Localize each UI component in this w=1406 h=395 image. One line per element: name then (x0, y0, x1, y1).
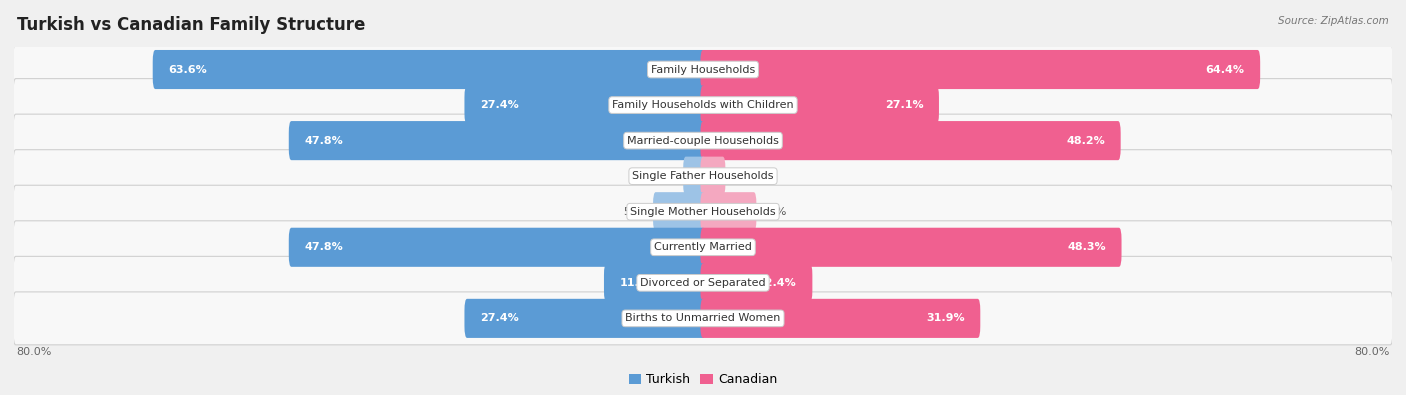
FancyBboxPatch shape (683, 156, 706, 196)
FancyBboxPatch shape (13, 43, 1393, 96)
FancyBboxPatch shape (13, 150, 1393, 203)
FancyBboxPatch shape (700, 192, 756, 231)
Text: 12.4%: 12.4% (758, 278, 797, 288)
Text: Currently Married: Currently Married (654, 242, 752, 252)
Text: Family Households: Family Households (651, 64, 755, 75)
FancyBboxPatch shape (13, 292, 1393, 345)
Text: 2.3%: 2.3% (727, 171, 755, 181)
Text: 64.4%: 64.4% (1206, 64, 1244, 75)
FancyBboxPatch shape (288, 228, 706, 267)
FancyBboxPatch shape (605, 263, 706, 303)
Text: 11.2%: 11.2% (620, 278, 658, 288)
Text: 48.3%: 48.3% (1067, 242, 1107, 252)
FancyBboxPatch shape (700, 121, 1121, 160)
Text: Single Father Households: Single Father Households (633, 171, 773, 181)
Text: 27.4%: 27.4% (479, 313, 519, 324)
FancyBboxPatch shape (13, 221, 1393, 274)
Text: Divorced or Separated: Divorced or Separated (640, 278, 766, 288)
Text: 5.5%: 5.5% (623, 207, 651, 217)
Text: 80.0%: 80.0% (17, 346, 52, 357)
Text: 5.9%: 5.9% (758, 207, 786, 217)
Text: 2.0%: 2.0% (654, 171, 682, 181)
Text: Births to Unmarried Women: Births to Unmarried Women (626, 313, 780, 324)
Text: Family Households with Children: Family Households with Children (612, 100, 794, 110)
Text: Single Mother Households: Single Mother Households (630, 207, 776, 217)
FancyBboxPatch shape (13, 256, 1393, 309)
FancyBboxPatch shape (652, 192, 706, 231)
Text: 47.8%: 47.8% (304, 242, 343, 252)
Text: 27.4%: 27.4% (479, 100, 519, 110)
FancyBboxPatch shape (464, 299, 706, 338)
Text: 48.2%: 48.2% (1066, 135, 1105, 146)
FancyBboxPatch shape (700, 263, 813, 303)
Text: Turkish vs Canadian Family Structure: Turkish vs Canadian Family Structure (17, 16, 366, 34)
Text: 47.8%: 47.8% (304, 135, 343, 146)
FancyBboxPatch shape (464, 85, 706, 124)
Text: 80.0%: 80.0% (1354, 346, 1389, 357)
FancyBboxPatch shape (700, 156, 725, 196)
FancyBboxPatch shape (700, 85, 939, 124)
FancyBboxPatch shape (288, 121, 706, 160)
Text: 31.9%: 31.9% (927, 313, 965, 324)
FancyBboxPatch shape (153, 50, 706, 89)
FancyBboxPatch shape (13, 185, 1393, 238)
Legend: Turkish, Canadian: Turkish, Canadian (628, 373, 778, 386)
Text: Source: ZipAtlas.com: Source: ZipAtlas.com (1278, 16, 1389, 26)
Text: Married-couple Households: Married-couple Households (627, 135, 779, 146)
FancyBboxPatch shape (13, 114, 1393, 167)
FancyBboxPatch shape (700, 50, 1260, 89)
FancyBboxPatch shape (700, 228, 1122, 267)
FancyBboxPatch shape (13, 79, 1393, 132)
FancyBboxPatch shape (700, 299, 980, 338)
Text: 63.6%: 63.6% (169, 64, 207, 75)
Text: 27.1%: 27.1% (884, 100, 924, 110)
